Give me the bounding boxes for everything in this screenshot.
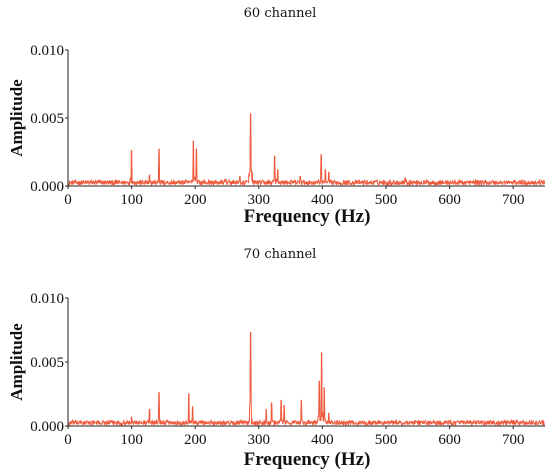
x-tick-label: 600 [438,432,461,448]
y-axis-label: Amplitude [7,79,26,157]
x-tick-label: 700 [502,432,525,448]
y-tick-label: 0.010 [30,43,64,59]
x-tick-labels: 0 100 200 300 400 500 600 700 [64,186,524,208]
y-axis-label: Amplitude [7,323,26,401]
y-tick-label: 0.000 [30,179,64,195]
x-tick-label: 500 [375,192,398,208]
x-tick-label: 100 [120,432,143,448]
y-tick-label: 0.010 [30,291,64,307]
chart-title: 60 channel [244,6,317,21]
panel-70-channel: 70 channel Amplitude 0.000 0.005 0.010 0 10… [7,247,545,470]
chart-title: 70 channel [244,247,317,262]
series-line [68,332,545,427]
x-tick-label: 200 [184,192,207,208]
x-axis-label: Frequency (Hz) [244,206,371,227]
x-tick-label: 300 [248,432,271,448]
x-tick-label: 400 [311,192,334,208]
x-tick-label: 200 [184,432,207,448]
y-tick-label: 0.000 [30,419,64,435]
x-tick-label: 600 [438,192,461,208]
x-tick-label: 300 [248,192,271,208]
panel-60-channel: 60 channel Amplitude 0.000 0.005 0.010 0 10… [7,6,546,227]
y-tick-label: 0.005 [30,355,64,371]
x-tick-label: 100 [120,192,143,208]
x-tick-label: 400 [311,432,334,448]
x-tick-labels: 0 100 200 300 400 500 600 700 [64,426,524,448]
x-axis-label: Frequency (Hz) [244,449,371,470]
x-tick-label: 500 [375,432,398,448]
series-line [68,113,546,187]
y-tick-labels: 0.000 0.005 0.010 [30,291,68,435]
x-tick-label: 0 [64,192,72,208]
x-tick-label: 700 [502,192,525,208]
x-tick-label: 0 [64,432,72,448]
y-tick-label: 0.005 [30,111,64,127]
y-tick-labels: 0.000 0.005 0.010 [30,43,68,195]
